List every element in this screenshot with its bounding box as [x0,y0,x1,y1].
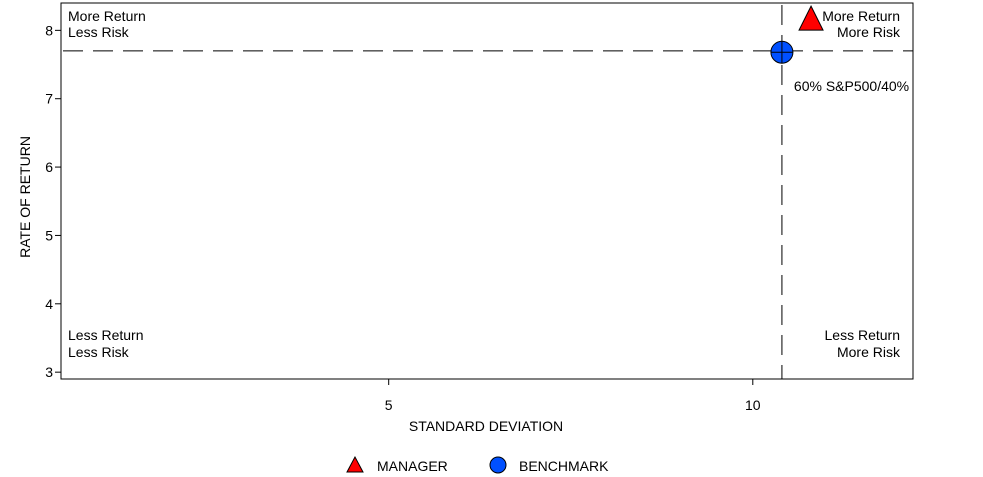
quadrant-top-left-line2: Less Risk [68,24,130,40]
y-tick-label: 5 [45,227,53,243]
legend-benchmark-circle-icon [489,456,507,474]
legend-manager-triangle-icon [346,455,364,473]
y-tick-label: 4 [45,296,53,312]
x-tick-label: 5 [385,397,393,413]
legend-manager-label: MANAGER [377,458,448,474]
manager-point-triangle [798,4,824,31]
quadrant-bottom-left-line1: Less Return [68,327,143,343]
y-tick-label: 3 [45,364,53,380]
quadrant-bottom-left-line2: Less Risk [68,344,130,360]
x-tick-label: 10 [745,397,761,413]
quadrant-bottom-right-line1: Less Return [825,327,900,343]
y-tick-label: 6 [45,159,53,175]
y-tick-label: 7 [45,91,53,107]
x-axis-title: STANDARD DEVIATION [409,418,563,434]
quadrant-top-right-line2: More Risk [837,24,901,40]
quadrant-top-left-line1: More Return [68,8,146,24]
benchmark-point-label: 60% S&P500/40% [794,78,909,94]
y-axis-title: RATE OF RETURN [17,136,33,258]
x-axis-ticks: 5 10 [385,379,761,413]
legend: MANAGER BENCHMARK [346,455,609,474]
quadrant-bottom-right-line2: More Risk [837,344,901,360]
legend-benchmark-label: BENCHMARK [519,458,609,474]
plot-frame [60,2,914,380]
y-tick-label: 8 [45,22,53,38]
quadrant-top-right-line1: More Return [822,8,900,24]
y-axis-ticks: 3 4 5 6 7 8 [45,22,61,380]
